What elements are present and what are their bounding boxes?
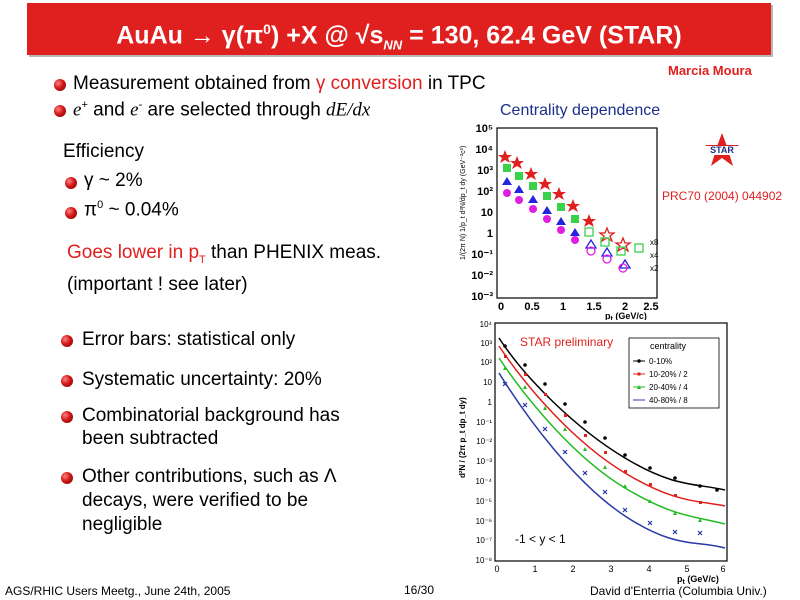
point-background-line2: been subtracted: [82, 428, 219, 449]
plot2-xlabel: pt (GeV/c): [677, 574, 719, 586]
bullet-selection: e+ and e- are selected through dE/dx: [73, 99, 371, 121]
y-tick: 1: [487, 228, 493, 240]
footer-event: AGS/RHIC Users Meetg., June 24th, 2005: [5, 584, 231, 598]
author-name: Marcia Moura: [668, 63, 752, 78]
y-tick: 10⁴: [480, 320, 493, 329]
y-tick: 10⁻⁶: [476, 517, 492, 526]
bullet-icon: [65, 207, 77, 219]
scale-label: x8: [650, 238, 659, 247]
y-tick: 10⁻⁸: [476, 556, 493, 565]
y-tick: 10²: [480, 358, 492, 367]
y-tick: 10⁻⁴: [475, 477, 492, 486]
y-tick: 10⁻¹: [471, 249, 493, 261]
x-tick: 5: [684, 564, 689, 574]
plot1-ylabel: 1/(2π N) 1/p_t d²N/dp_t dy (GeV⁻²c²): [460, 146, 467, 260]
y-tick: 10⁻²: [476, 437, 492, 446]
bullet-icon: [54, 105, 66, 117]
y-tick: 10²: [477, 186, 493, 198]
x-tick: 0: [498, 301, 504, 313]
footer-author: David d'Enterria (Columbia Univ.): [590, 584, 767, 598]
y-tick: 1: [488, 398, 493, 407]
scale-label: x4: [650, 251, 659, 260]
x-tick: 3: [608, 564, 613, 574]
legend-entry: 40-80% / 8: [649, 396, 688, 405]
centrality-title: Centrality dependence: [500, 102, 661, 119]
bullet-icon: [61, 472, 73, 484]
scale-label: x2: [650, 264, 659, 273]
reference-citation: PRC70 (2004) 044902: [662, 189, 783, 203]
efficiency-gamma: γ ~ 2%: [84, 170, 143, 191]
y-tick: 10: [483, 378, 492, 387]
svg-text:centrality: centrality: [650, 341, 687, 351]
star-logo: STAR: [702, 132, 742, 168]
efficiency-label: Efficiency: [63, 141, 144, 162]
footer-page-number: 16/30: [404, 583, 435, 597]
plot2-ylabel: d²N / (2π p_t dp_t dy): [458, 397, 467, 478]
y-tick: 10⁻⁵: [476, 497, 492, 506]
bullet-icon: [61, 335, 73, 347]
point-other-line1: Other contributions, such as Λ: [82, 466, 337, 487]
x-tick: 4: [646, 564, 651, 574]
centrality-binned-plot: 10⁻⁸ 10⁻⁷ 10⁻⁶ 10⁻⁵ 10⁻⁴ 10⁻³ 10⁻² 10⁻¹ …: [458, 320, 728, 586]
legend-entry: 10-20% / 2: [649, 370, 688, 379]
note-important: (important ! see later): [67, 274, 248, 295]
y-tick: 10³: [480, 339, 492, 348]
point-error-bars: Error bars: statistical only: [82, 329, 296, 350]
legend-entry: 0-10%: [649, 357, 672, 366]
y-tick: 10⁻¹: [476, 418, 492, 427]
point-other-line2: decays, were verified to be: [82, 490, 309, 511]
x-tick: 6: [720, 564, 725, 574]
centrality-spectra-plot: 10⁻³ 10⁻² 10⁻¹ 1 10 10² 10³ 10⁴ 10⁵ 0 0.…: [460, 123, 659, 320]
x-tick: 0: [494, 564, 499, 574]
slide-title: AuAu → γ(π0) +X @ √sNN = 130, 62.4 GeV (…: [116, 21, 682, 53]
x-tick: 0.5: [524, 301, 539, 313]
point-background-line1: Combinatorial background has: [82, 405, 340, 426]
y-tick: 10⁻³: [471, 291, 493, 303]
legend-entry: 20-40% / 4: [649, 383, 688, 392]
y-tick: 10⁵: [476, 123, 493, 135]
y-tick: 10⁻⁷: [476, 536, 492, 545]
bullet-icon: [61, 411, 73, 423]
x-tick: 2: [622, 301, 628, 313]
y-tick: 10⁻²: [471, 270, 493, 282]
rapidity-label: -1 < y < 1: [515, 532, 566, 546]
point-other-line3: negligible: [82, 514, 163, 535]
title-bar: AuAu → γ(π0) +X @ √sNN = 130, 62.4 GeV (…: [27, 3, 771, 55]
bullet-icon: [54, 79, 66, 91]
plot1-xlabel: pt (GeV/c): [605, 311, 647, 320]
x-tick: 1: [532, 564, 537, 574]
bullet-icon: [65, 177, 77, 189]
point-systematic: Systematic uncertainty: 20%: [82, 369, 322, 390]
note-lower-pt: Goes lower in pT than PHENIX meas.: [67, 242, 382, 266]
x-tick: 2: [570, 564, 575, 574]
star-preliminary-label: STAR preliminary: [520, 335, 613, 349]
y-tick: 10⁻³: [476, 457, 492, 466]
x-tick: 2.5: [643, 301, 658, 313]
y-tick: 10³: [477, 165, 493, 177]
x-tick: 1.5: [586, 301, 601, 313]
bullet-measurement: Measurement obtained from γ conversion i…: [73, 73, 486, 94]
plot2-legend: centrality 0-10% 10-20% / 2 20-40% / 4 4…: [628, 337, 720, 409]
y-tick: 10⁴: [475, 144, 493, 156]
x-tick: 1: [560, 301, 566, 313]
efficiency-pi0: π0 ~ 0.04%: [84, 199, 179, 221]
y-tick: 10: [481, 207, 493, 219]
bullet-icon: [61, 375, 73, 387]
